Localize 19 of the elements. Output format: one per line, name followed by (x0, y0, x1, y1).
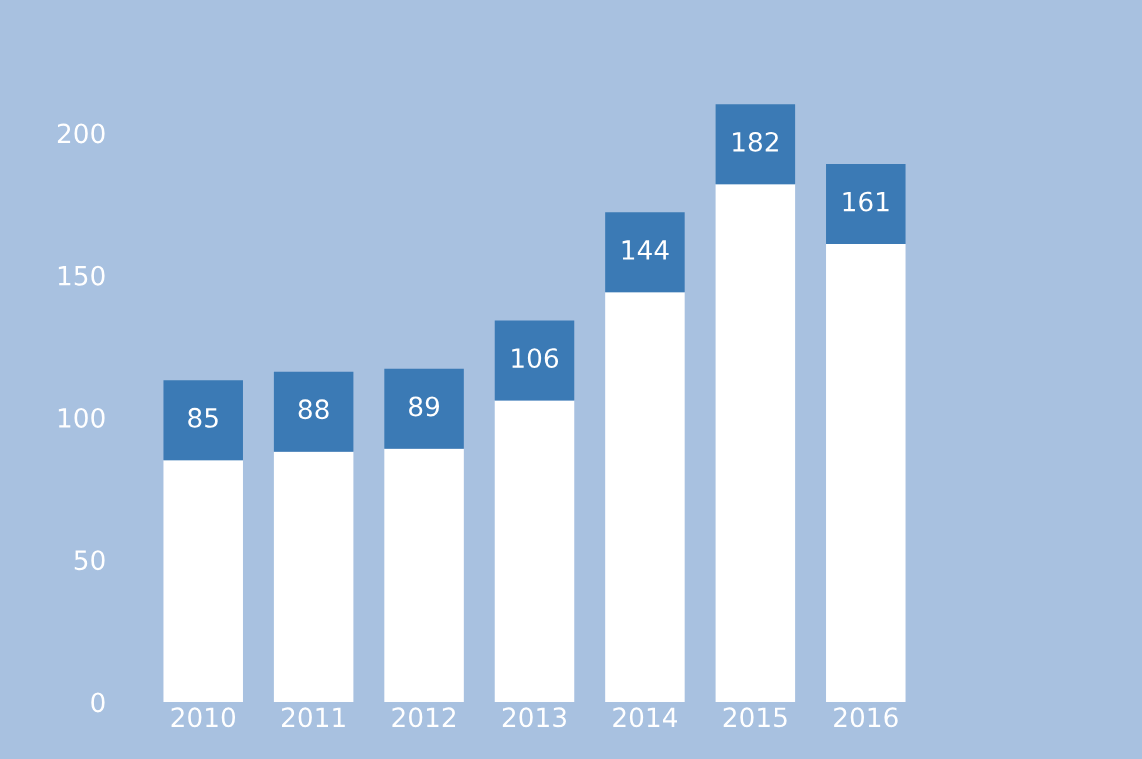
y-tick-label: 0 (91, 692, 105, 713)
x-tick-label: 2014 (613, 707, 678, 728)
x-tick-label: 2015 (723, 707, 787, 728)
y-tick-label: 100 (58, 407, 105, 428)
x-tick-label: 2013 (502, 707, 566, 728)
y-tick-label: 200 (57, 123, 105, 144)
x-tick-label: 2011 (282, 707, 345, 728)
data-label: 161 (843, 191, 889, 212)
data-label: 106 (512, 348, 559, 369)
data-label: 89 (409, 396, 440, 417)
data-label: 88 (298, 399, 329, 420)
y-tick-label: 150 (58, 265, 105, 286)
x-tick-label: 2012 (392, 707, 456, 728)
data-label: 182 (733, 131, 778, 152)
data-label: 85 (188, 407, 218, 428)
y-tick-label: 50 (74, 550, 105, 571)
data-label: 144 (622, 240, 669, 260)
x-tick-label: 2010 (171, 707, 236, 728)
x-tick-label: 2016 (834, 707, 898, 728)
